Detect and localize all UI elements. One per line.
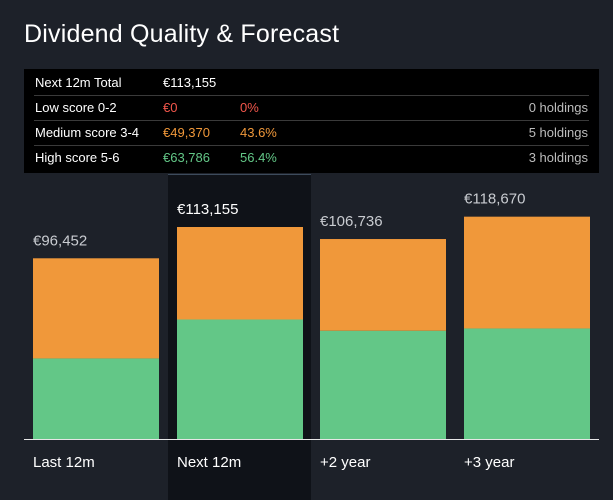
summary-table: Next 12m Total €113,155 Low score 0-2 €0… xyxy=(24,69,599,173)
summary-label: High score 5-6 xyxy=(35,150,120,165)
summary-amount: €0 xyxy=(163,100,178,115)
summary-label: Medium score 3-4 xyxy=(35,125,140,140)
bar-segment-high-score-5-6 xyxy=(33,358,159,439)
x-tick-label: +2 year xyxy=(320,454,370,471)
summary-percent: 56.4% xyxy=(240,150,277,165)
summary-label: Low score 0-2 xyxy=(35,100,117,115)
row-divider xyxy=(34,120,589,121)
bar-total-label: €113,155 xyxy=(177,201,238,218)
summary-amount: €63,786 xyxy=(163,150,210,165)
bar-segment-high-score-5-6 xyxy=(464,328,590,439)
bar-total-label: €96,452 xyxy=(33,232,87,249)
x-tick-label: Last 12m xyxy=(33,454,95,471)
summary-row-total: Next 12m Total €113,155 xyxy=(24,71,599,96)
summary-holdings: 5 holdings xyxy=(528,125,588,140)
bar-segment-medium-score-3-4 xyxy=(33,258,159,359)
bar-segment-high-score-5-6 xyxy=(320,330,446,439)
page-title: Dividend Quality & Forecast xyxy=(24,20,340,48)
x-tick-label: +3 year xyxy=(464,454,514,471)
summary-row-low: Low score 0-2 €0 0% 0 holdings xyxy=(24,96,599,121)
bar-segment-high-score-5-6 xyxy=(177,319,303,439)
bar-total-label: €118,670 xyxy=(464,191,525,208)
summary-label: Next 12m Total xyxy=(35,75,122,90)
summary-holdings: 3 holdings xyxy=(528,150,588,165)
summary-row-medium: Medium score 3-4 €49,370 43.6% 5 holding… xyxy=(24,121,599,146)
row-divider xyxy=(34,95,589,96)
bar-segment-medium-score-3-4 xyxy=(177,226,303,320)
summary-row-high: High score 5-6 €63,786 56.4% 3 holdings xyxy=(24,146,599,170)
bar-segment-medium-score-3-4 xyxy=(464,216,590,329)
summary-percent: 0% xyxy=(240,100,259,115)
summary-amount: €49,370 xyxy=(163,125,210,140)
bar-segment-medium-score-3-4 xyxy=(320,239,446,331)
row-divider xyxy=(34,145,589,146)
bar-total-label: €106,736 xyxy=(320,213,383,230)
summary-holdings: 0 holdings xyxy=(528,100,588,115)
summary-percent: 43.6% xyxy=(240,125,277,140)
x-tick-label: Next 12m xyxy=(177,454,241,471)
summary-amount: €113,155 xyxy=(163,75,217,90)
